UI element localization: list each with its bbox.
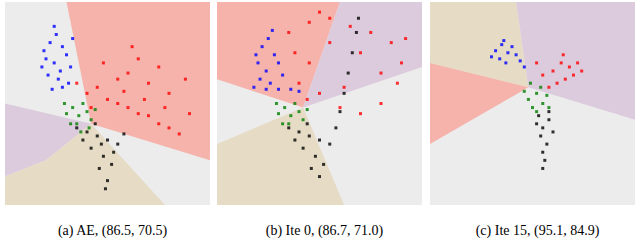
svg-text:(c) Ite 15, (95.1, 84.9): (c) Ite 15, (95.1, 84.9) [476,223,600,239]
svg-text:(a) AE, (86.5, 70.5): (a) AE, (86.5, 70.5) [58,223,168,239]
svg-text:(b) Ite 0, (86.7, 71.0): (b) Ite 0, (86.7, 71.0) [266,223,384,239]
